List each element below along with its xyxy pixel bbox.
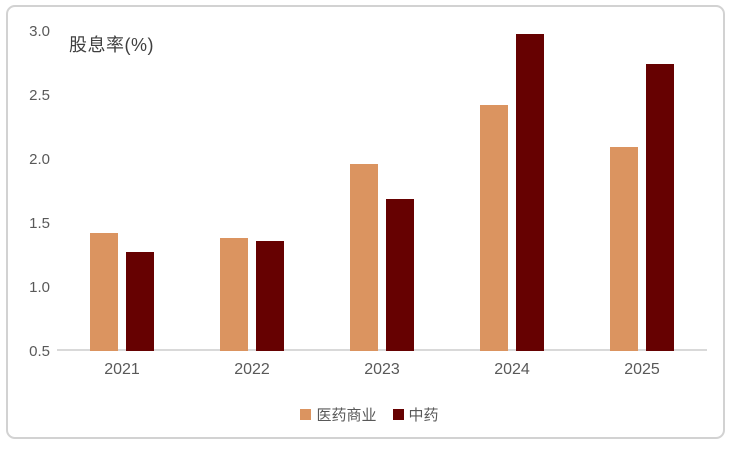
bar-2021-series0 [90,233,118,351]
bar-2024-series1 [516,33,544,351]
chart-title: 股息率(%) [69,35,154,55]
bar-2025-series1 [646,64,674,351]
bar-2021-series1 [126,252,154,351]
x-tick-label: 2023 [364,361,400,378]
legend-swatch-icon [392,409,404,420]
x-tick-label: 2024 [494,361,530,378]
bar-2023-series1 [386,198,414,351]
bar-2022-series0 [220,238,248,351]
x-tick-label: 2021 [104,361,140,378]
x-tick-label: 2022 [234,361,270,378]
y-tick-label: 1.0 [29,279,50,296]
bar-2025-series0 [610,147,638,351]
x-axis-line [57,349,707,351]
y-tick-label: 2.0 [29,151,50,168]
legend-item-series1: 中药 [392,404,439,425]
y-tick-label: 2.5 [29,87,50,104]
bar-2022-series1 [256,240,284,351]
legend-label: 中药 [408,407,439,424]
legend-swatch-icon [300,409,312,420]
legend-item-series0: 医药商业 [300,404,377,425]
legend: 医药商业 中药 [0,404,739,425]
legend-label: 医药商业 [316,407,377,424]
bar-2023-series0 [350,164,378,351]
x-tick-label: 2025 [624,361,660,378]
y-tick-label: 3.0 [29,23,50,40]
y-tick-label: 1.5 [29,215,50,232]
bar-2024-series0 [480,105,508,351]
y-tick-label: 0.5 [29,343,50,360]
